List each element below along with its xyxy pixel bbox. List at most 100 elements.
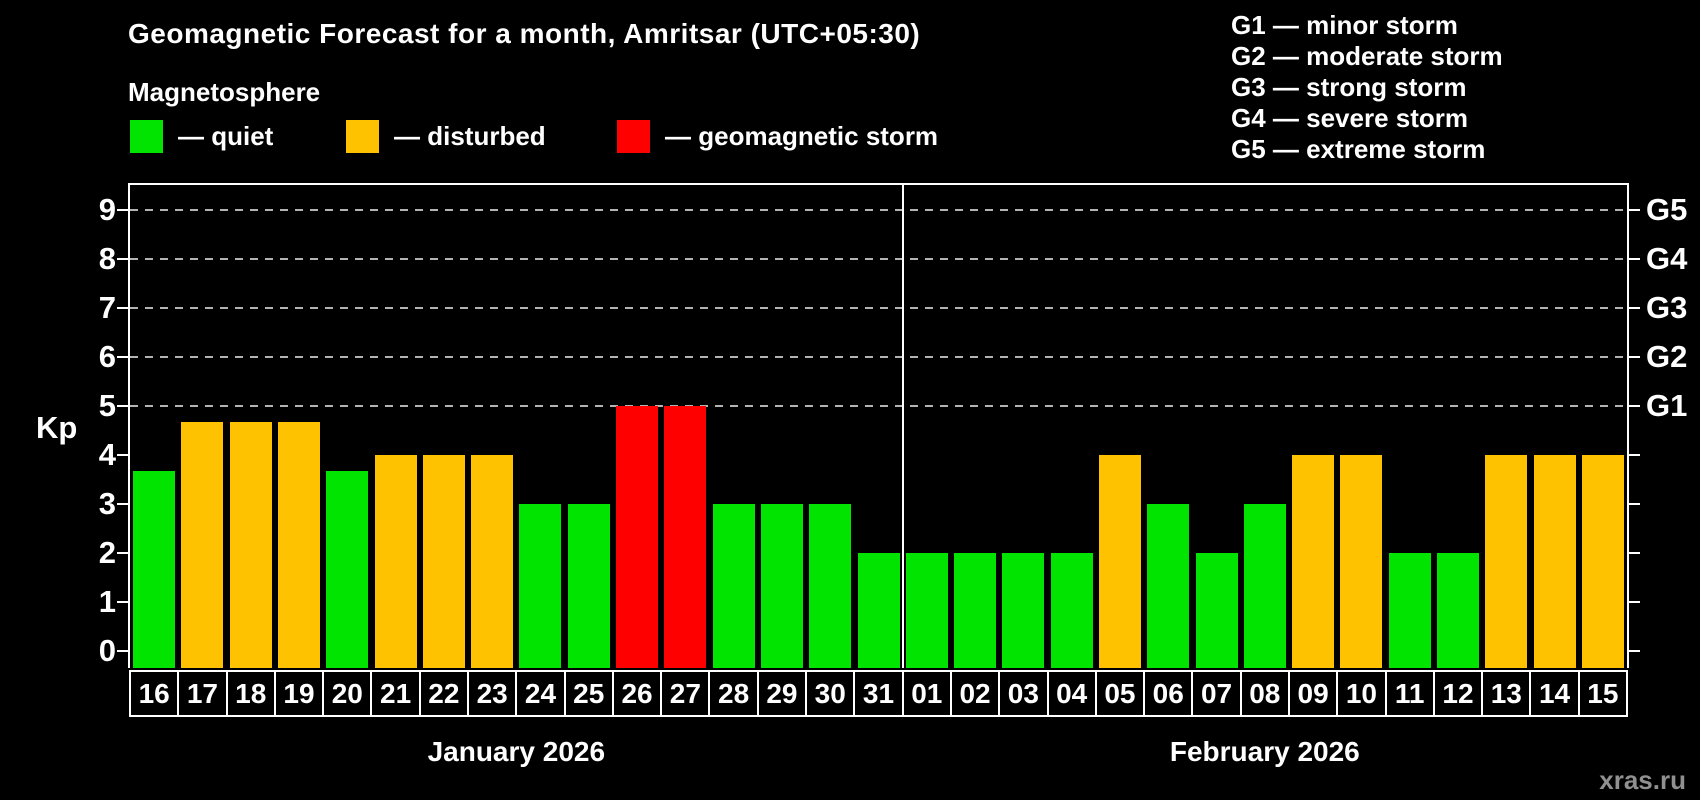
kp-bar-21 xyxy=(374,455,417,668)
kp-bar-27 xyxy=(664,406,707,668)
month-label-january: January 2026 xyxy=(427,736,606,767)
gridline-kp6 xyxy=(130,356,1627,358)
day-label-19: 19 xyxy=(273,670,325,717)
watermark: xras.ru xyxy=(1599,765,1686,795)
right-tick-2 xyxy=(1629,552,1640,554)
kp-bar-12 xyxy=(1436,553,1479,668)
right-tick-8 xyxy=(1629,258,1640,260)
right-tick-5 xyxy=(1629,405,1640,407)
y-tick-label-6: 6 xyxy=(98,339,116,374)
legend-item-storm: — geomagnetic storm xyxy=(617,120,938,153)
day-label-27: 27 xyxy=(660,670,711,717)
y-tick-2 xyxy=(117,552,128,554)
y-tick-7 xyxy=(117,307,128,309)
right-tick-3 xyxy=(1629,503,1640,505)
g-label-G1: G1 xyxy=(1646,388,1688,423)
day-label-12: 12 xyxy=(1432,670,1484,717)
day-label-18: 18 xyxy=(225,670,276,717)
day-label-05: 05 xyxy=(1094,670,1146,717)
kp-bar-30 xyxy=(809,504,852,668)
legend-item-quiet: — quiet xyxy=(130,120,273,153)
day-label-26: 26 xyxy=(611,670,663,717)
y-axis-title: Kp xyxy=(36,410,78,445)
kp-bar-16 xyxy=(133,471,176,668)
plot-top-border xyxy=(128,183,1629,185)
storm-label: — geomagnetic storm xyxy=(665,121,939,151)
kp-bar-01 xyxy=(905,553,948,668)
g-scale-legend: G1 — minor storm G2 — moderate storm G3 — … xyxy=(1231,10,1503,165)
day-label-28: 28 xyxy=(708,670,759,717)
right-tick-1 xyxy=(1629,601,1640,603)
gridline-kp9 xyxy=(130,209,1627,211)
g-legend-line-2: G2 — moderate storm xyxy=(1231,41,1503,71)
y-tick-8 xyxy=(117,258,128,260)
day-label-24: 24 xyxy=(515,670,566,717)
day-label-07: 07 xyxy=(1191,670,1242,717)
kp-bar-26 xyxy=(616,406,659,668)
day-label-06: 06 xyxy=(1143,670,1194,717)
day-label-10: 10 xyxy=(1336,670,1387,717)
storm-swatch xyxy=(617,120,650,153)
kp-bar-07 xyxy=(1195,553,1238,668)
g-legend-line-4: G4 — severe storm xyxy=(1231,103,1469,133)
g-label-G4: G4 xyxy=(1646,241,1688,276)
month-label-february: February 2026 xyxy=(1169,736,1360,767)
kp-bar-02 xyxy=(954,553,997,668)
day-label-20: 20 xyxy=(322,670,373,717)
day-label-13: 13 xyxy=(1481,670,1532,717)
right-tick-0 xyxy=(1629,650,1640,652)
kp-bar-13 xyxy=(1485,455,1528,668)
day-label-01: 01 xyxy=(901,670,952,717)
kp-bar-06 xyxy=(1147,504,1190,668)
g-label-G3: G3 xyxy=(1646,290,1688,325)
y-tick-label-3: 3 xyxy=(98,486,116,521)
kp-bar-20 xyxy=(326,471,369,668)
kp-bar-19 xyxy=(278,422,321,668)
y-tick-6 xyxy=(117,356,128,358)
day-label-14: 14 xyxy=(1529,670,1580,717)
gridline-kp7 xyxy=(130,307,1627,309)
right-tick-4 xyxy=(1629,454,1640,456)
day-label-02: 02 xyxy=(949,670,1001,717)
day-label-04: 04 xyxy=(1046,670,1097,717)
kp-bar-29 xyxy=(760,504,803,668)
kp-bar-23 xyxy=(471,455,514,668)
kp-bar-05 xyxy=(1098,455,1141,668)
y-tick-label-8: 8 xyxy=(98,241,116,276)
disturbed-swatch xyxy=(346,120,379,153)
kp-bar-08 xyxy=(1243,504,1286,668)
kp-bar-15 xyxy=(1581,455,1624,668)
day-label-17: 17 xyxy=(177,670,228,717)
g-legend-line-3: G3 — strong storm xyxy=(1231,72,1467,102)
quiet-swatch xyxy=(130,120,163,153)
day-label-16: 16 xyxy=(129,670,180,717)
g-legend-line-1: G1 — minor storm xyxy=(1231,10,1458,40)
legend-item-disturbed: — disturbed xyxy=(346,120,546,153)
day-label-15: 15 xyxy=(1577,670,1628,717)
y-tick-1 xyxy=(117,601,128,603)
kp-bar-04 xyxy=(1050,553,1093,668)
g-label-G2: G2 xyxy=(1646,339,1688,374)
kp-bar-25 xyxy=(567,504,610,668)
right-tick-6 xyxy=(1629,356,1640,358)
kp-bar-18 xyxy=(229,422,272,668)
y-tick-3 xyxy=(117,503,128,505)
y-tick-label-1: 1 xyxy=(98,584,116,619)
day-label-30: 30 xyxy=(805,670,856,717)
kp-bar-11 xyxy=(1388,553,1431,668)
right-tick-7 xyxy=(1629,307,1640,309)
kp-bar-14 xyxy=(1533,455,1576,668)
month-divider xyxy=(901,183,904,668)
gridline-kp5 xyxy=(130,405,1627,407)
right-tick-9 xyxy=(1629,209,1640,211)
kp-bar-10 xyxy=(1340,455,1383,668)
g-label-G5: G5 xyxy=(1646,192,1688,227)
day-label-31: 31 xyxy=(853,670,904,717)
disturbed-label: — disturbed xyxy=(394,121,546,151)
kp-bar-03 xyxy=(1002,553,1045,668)
day-label-29: 29 xyxy=(756,670,808,717)
quiet-label: — quiet xyxy=(178,121,274,151)
kp-bar-17 xyxy=(181,422,224,668)
y-axis-line xyxy=(128,183,130,668)
